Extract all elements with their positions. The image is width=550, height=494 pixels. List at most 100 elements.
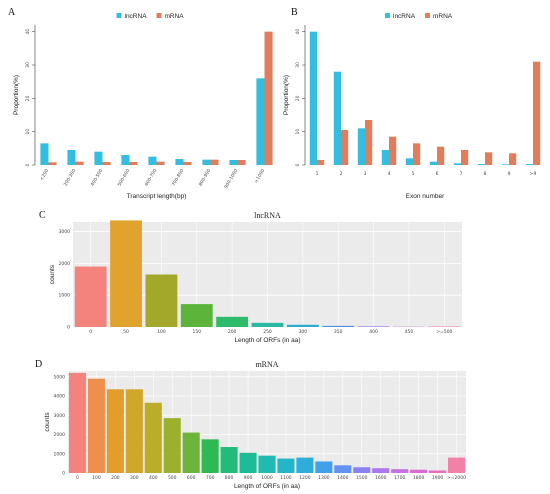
bar-mRNA — [485, 152, 493, 165]
x-tick-label: 800-900 — [198, 168, 213, 187]
bar — [391, 469, 409, 473]
x-tick-label: 100 — [157, 329, 166, 335]
x-tick-label: 3 — [364, 171, 367, 177]
bar-lncRNA — [67, 150, 76, 165]
y-tick-label: 0 — [295, 163, 301, 166]
bar — [74, 266, 107, 327]
y-tick-label: 30 — [25, 62, 31, 68]
bar — [447, 457, 466, 473]
x-tick-label: 0 — [76, 475, 79, 481]
bar — [106, 389, 124, 473]
bar — [322, 325, 355, 327]
x-tick-label: 400 — [149, 475, 158, 481]
x-tick-label: 350 — [334, 329, 343, 335]
x-tick-label: 1700 — [394, 475, 406, 481]
bar-mRNA — [129, 162, 138, 165]
bar-mRNA — [341, 130, 349, 165]
bar — [180, 304, 213, 327]
x-tick-label: 700 — [206, 475, 215, 481]
bar-lncRNA — [477, 164, 485, 165]
bar — [216, 316, 249, 327]
y-axis-title: counts — [49, 264, 56, 284]
bar — [258, 455, 276, 473]
bar-mRNA — [509, 153, 517, 165]
bar — [145, 274, 178, 327]
bar-lncRNA — [309, 31, 317, 165]
y-tick-label: 20 — [295, 95, 301, 101]
bar — [315, 461, 333, 473]
bar — [144, 402, 162, 473]
y-tick-label: 4000 — [54, 394, 66, 400]
x-tick-label: 100 — [92, 475, 101, 481]
x-tick-label: 450 — [405, 329, 414, 335]
bar-lncRNA — [429, 161, 437, 165]
x-tick-label: 300 — [299, 329, 308, 335]
bar — [251, 322, 284, 327]
bar-mRNA — [461, 150, 469, 165]
y-tick-label: 20 — [25, 95, 31, 101]
chart-title: lncRNA — [254, 211, 281, 220]
x-tick-label: 300 — [130, 475, 139, 481]
x-tick-label: 50 — [123, 329, 129, 335]
x-tick-label: 500 — [168, 475, 177, 481]
x-axis-title: Transcript length(bp) — [127, 193, 187, 200]
y-tick-label: 0 — [67, 325, 70, 331]
bar — [87, 378, 105, 473]
x-tick-label: 1200 — [299, 475, 311, 481]
bar — [372, 468, 390, 473]
legend-label-mRNA: mRNA — [433, 13, 453, 20]
legend-label-lncRNA: lncRNA — [393, 13, 416, 20]
x-tick-label: 1600 — [375, 475, 387, 481]
x-tick-label: <200 — [39, 168, 50, 182]
x-tick-label: 400 — [369, 329, 378, 335]
bar — [239, 452, 257, 473]
x-tick-label: 250 — [263, 329, 272, 335]
x-tick-label: 4 — [388, 171, 391, 177]
chart-c: 0 1000 2000 3000 0 50 100 150 200 250 300 350 400 450… — [49, 211, 462, 344]
legend-label-mRNA: mRNA — [165, 13, 185, 20]
x-tick-label: 9 — [508, 171, 511, 177]
bar-mRNA — [437, 146, 445, 165]
panel-label-b: B — [291, 7, 298, 18]
bar-lncRNA — [525, 164, 533, 165]
bar-lncRNA — [40, 143, 49, 165]
x-tick-label: 200 — [228, 329, 237, 335]
x-tick-label: >=500 — [436, 329, 452, 335]
x-tick-label: 1800 — [413, 475, 425, 481]
x-tick-label: >=2000 — [447, 475, 466, 481]
bar-mRNA — [102, 162, 111, 165]
bar-mRNA — [237, 160, 246, 165]
y-axis-title: Proportion(%) — [283, 75, 290, 115]
bar-lncRNA — [501, 164, 509, 165]
chart-b: 0 10 20 30 40 1 2 3 4 5 6 7 8 9 >9 lncRNA mRNA Exon numbe… — [283, 13, 541, 200]
x-axis-title: Exon number — [406, 193, 445, 200]
x-tick-label: 600-700 — [144, 168, 159, 187]
x-tick-label: 900 — [244, 475, 253, 481]
bar — [353, 467, 371, 473]
x-tick-label: 1500 — [356, 475, 368, 481]
bar-lncRNA — [256, 78, 265, 165]
bar-mRNA — [48, 162, 57, 165]
x-tick-label: 900-1000 — [223, 168, 239, 190]
x-tick-label: 1900 — [432, 475, 444, 481]
x-tick-label: 6 — [436, 171, 439, 177]
x-tick-label: >1000 — [253, 168, 266, 184]
x-tick-label: 1300 — [318, 475, 330, 481]
bar-mRNA — [533, 61, 541, 165]
bar — [220, 447, 238, 473]
chart-title: mRNA — [255, 360, 278, 369]
bar-lncRNA — [121, 155, 130, 165]
bar — [201, 439, 219, 473]
x-axis-title: Length of ORFs (in aa) — [234, 337, 300, 344]
y-tick-label: 10 — [295, 129, 301, 135]
bar-mRNA — [210, 159, 219, 165]
x-tick-label: 7 — [460, 171, 463, 177]
bar — [68, 372, 87, 473]
y-tick-label: 10 — [25, 129, 31, 135]
legend-swatch-mRNA — [425, 13, 430, 18]
legend-swatch-lncRNA — [385, 13, 390, 18]
bar-mRNA — [389, 136, 397, 165]
y-tick-label: 5000 — [54, 374, 66, 380]
y-tick-label: 3000 — [54, 413, 66, 419]
